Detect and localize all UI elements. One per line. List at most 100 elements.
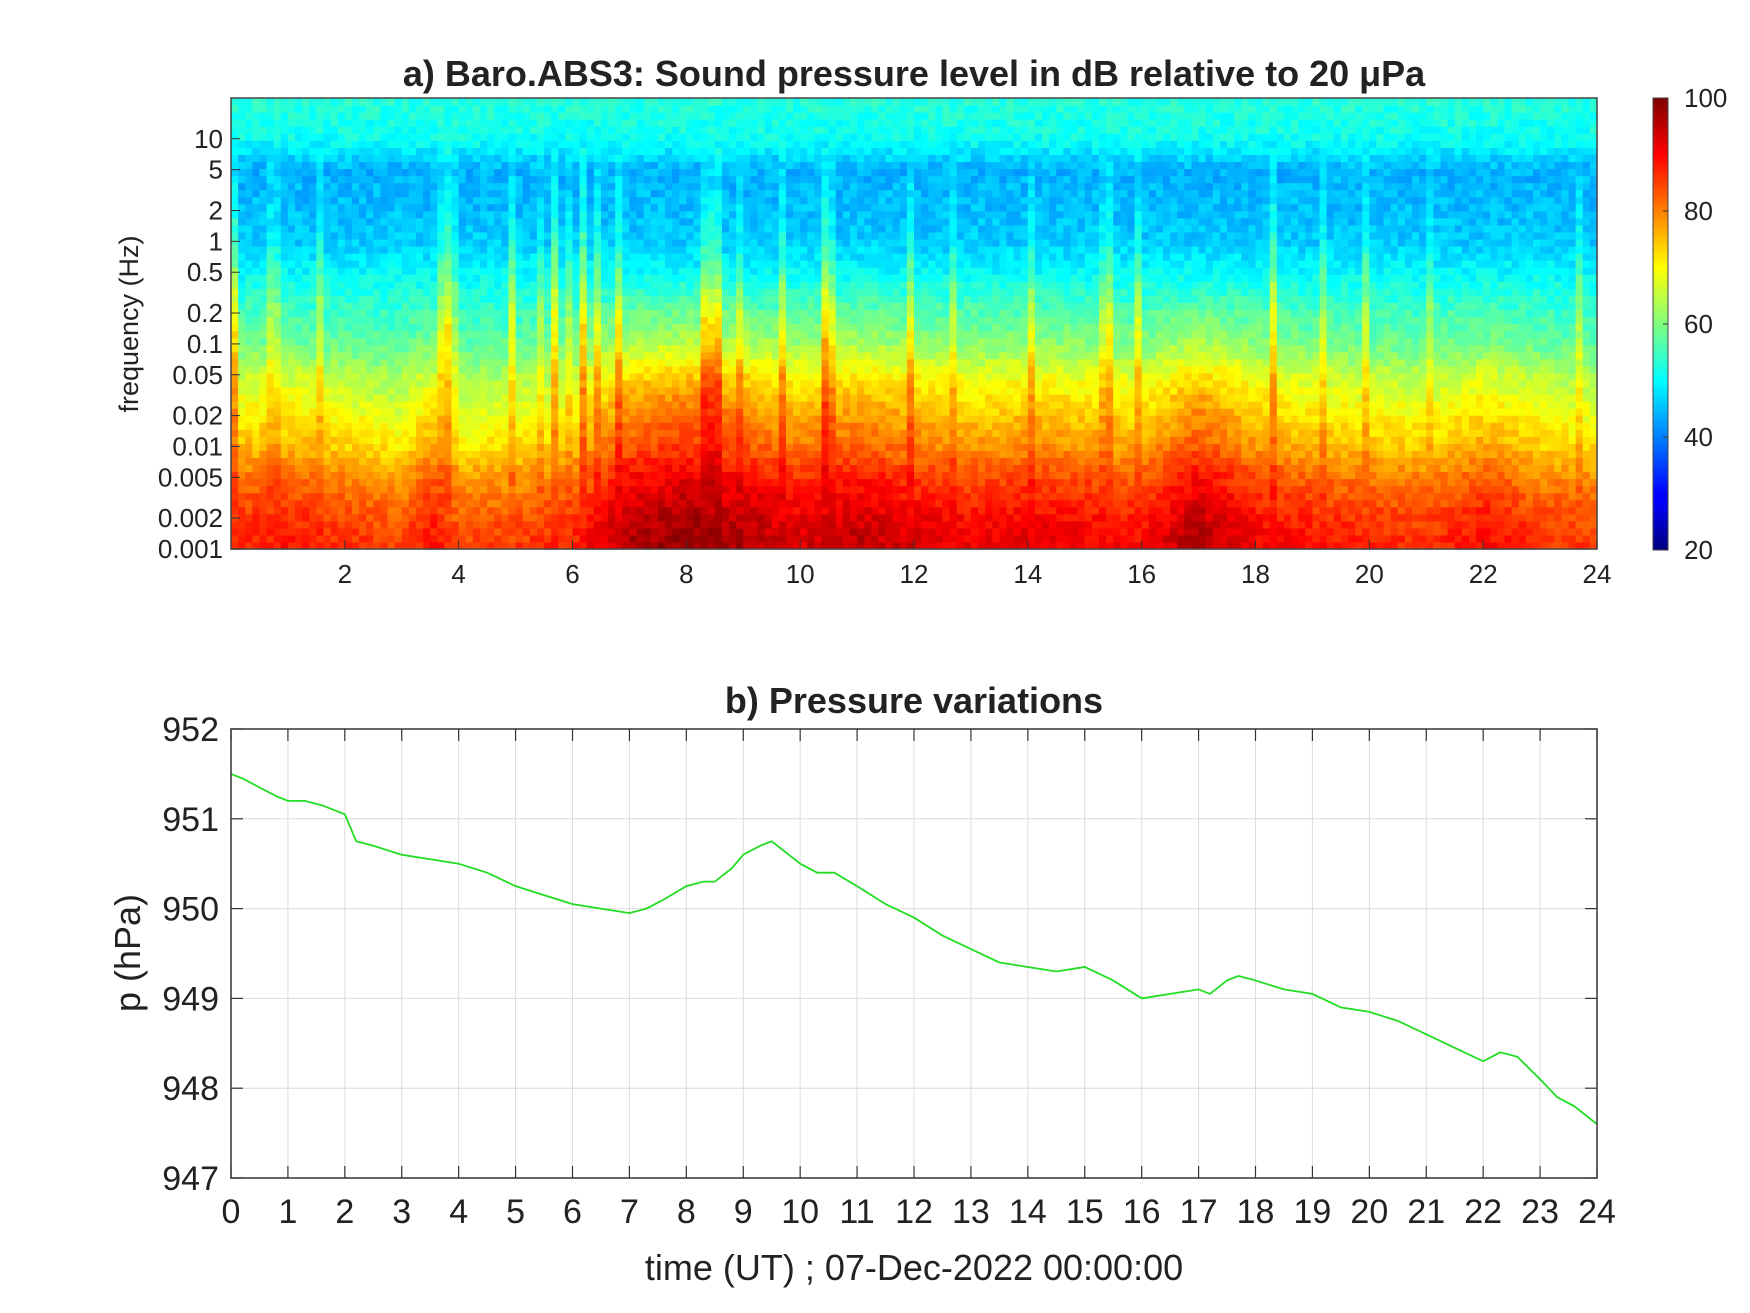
heatmap-cell [714, 140, 723, 148]
heatmap-cell [771, 471, 780, 480]
heatmap-cell [736, 478, 744, 487]
heatmap-cell [266, 422, 275, 430]
heatmap-cell [380, 245, 389, 254]
heatmap-cell [615, 457, 623, 466]
heatmap-cell [451, 105, 460, 113]
heatmap-cell [579, 309, 588, 318]
heatmap-cell [593, 499, 602, 508]
heatmap-cell [359, 231, 367, 240]
heatmap-cell [487, 457, 495, 466]
heatmap-cell [615, 274, 623, 282]
heatmap-cell [366, 133, 374, 141]
heatmap-cell [750, 316, 759, 325]
heatmap-cell [679, 520, 687, 529]
heatmap-cell [664, 260, 673, 268]
heatmap-cell [373, 534, 381, 543]
heatmap-cell [586, 379, 595, 388]
heatmap-cell [643, 386, 652, 395]
heatmap-cell [245, 429, 253, 437]
heatmap-cell [729, 98, 737, 106]
heatmap-cell [757, 457, 766, 466]
heatmap-cell [586, 196, 595, 205]
heatmap-cell [771, 415, 780, 423]
heatmap-cell [323, 281, 332, 289]
heatmap-cell [572, 485, 581, 494]
heatmap-cell [472, 513, 481, 522]
heatmap-cell [252, 196, 261, 205]
heatmap-cell [494, 175, 502, 184]
heatmap-cell [465, 457, 474, 466]
heatmap-cell [721, 253, 730, 261]
heatmap-cell [529, 161, 538, 170]
heatmap-cell [252, 457, 261, 466]
heatmap-cell [238, 196, 246, 205]
heatmap-cell [472, 386, 481, 395]
heatmap-cell [508, 126, 517, 134]
heatmap-cell [451, 238, 460, 247]
heatmap-cell [615, 513, 623, 522]
heatmap-cell [643, 316, 652, 325]
heatmap-cell [686, 105, 695, 113]
heatmap-cell [679, 344, 687, 353]
heatmap-cell [508, 534, 517, 543]
heatmap-cell [351, 464, 360, 473]
heatmap-cell [415, 217, 424, 226]
heatmap-cell [778, 238, 787, 247]
heatmap-cell [252, 386, 261, 395]
heatmap-cell [309, 450, 317, 458]
heatmap-cell [380, 513, 389, 522]
heatmap-cell [672, 422, 680, 430]
heatmap-cell [273, 98, 282, 106]
heatmap-cell [629, 154, 638, 163]
heatmap-cell [650, 154, 659, 163]
heatmap-cell [586, 309, 595, 318]
heatmap-cell [736, 499, 744, 508]
heatmap-cell [650, 401, 659, 409]
heatmap-cell [465, 429, 474, 437]
heatmap-cell [643, 281, 652, 289]
heatmap-cell [373, 506, 381, 515]
heatmap-cell [415, 450, 424, 458]
heatmap-cell [423, 520, 431, 529]
heatmap-cell [401, 379, 410, 388]
heatmap-cell [551, 140, 559, 148]
heatmap-cell [444, 210, 453, 219]
heatmap-cell [529, 323, 538, 332]
heatmap-cell [472, 365, 481, 374]
heatmap-cell [508, 422, 517, 430]
heatmap-cell [408, 182, 417, 191]
heatmap-cell [579, 471, 588, 480]
heatmap-cell [508, 288, 517, 296]
heatmap-cell [700, 168, 709, 177]
heatmap-cell [401, 238, 410, 247]
heatmap-cell [394, 140, 403, 148]
heatmap-cell [579, 112, 588, 120]
heatmap-cell [536, 541, 545, 550]
heatmap-cell [451, 344, 460, 353]
heatmap-cell [657, 379, 666, 388]
heatmap-cell [600, 485, 609, 494]
heatmap-cell [344, 323, 353, 332]
heatmap-cell [295, 189, 303, 198]
heatmap-cell [259, 231, 268, 240]
heatmap-cell [501, 372, 510, 381]
heatmap-cell [451, 217, 460, 226]
heatmap-cell [579, 344, 588, 353]
heatmap-cell [629, 422, 638, 430]
heatmap-cell [593, 309, 602, 318]
heatmap-cell [394, 224, 403, 233]
heatmap-cell [245, 302, 253, 311]
heatmap-cell [643, 506, 652, 515]
heatmap-cell [501, 429, 510, 437]
heatmap-cell [693, 436, 702, 444]
heatmap-cell [437, 365, 446, 374]
heatmap-cell [323, 464, 332, 473]
heatmap-cell [231, 415, 239, 423]
heatmap-cell [351, 386, 360, 395]
heatmap-cell [608, 217, 616, 226]
heatmap-cell [238, 337, 246, 346]
heatmap-cell [700, 506, 709, 515]
heatmap-cell [309, 541, 317, 550]
heatmap-cell [501, 112, 510, 120]
heatmap-cell [359, 189, 367, 198]
